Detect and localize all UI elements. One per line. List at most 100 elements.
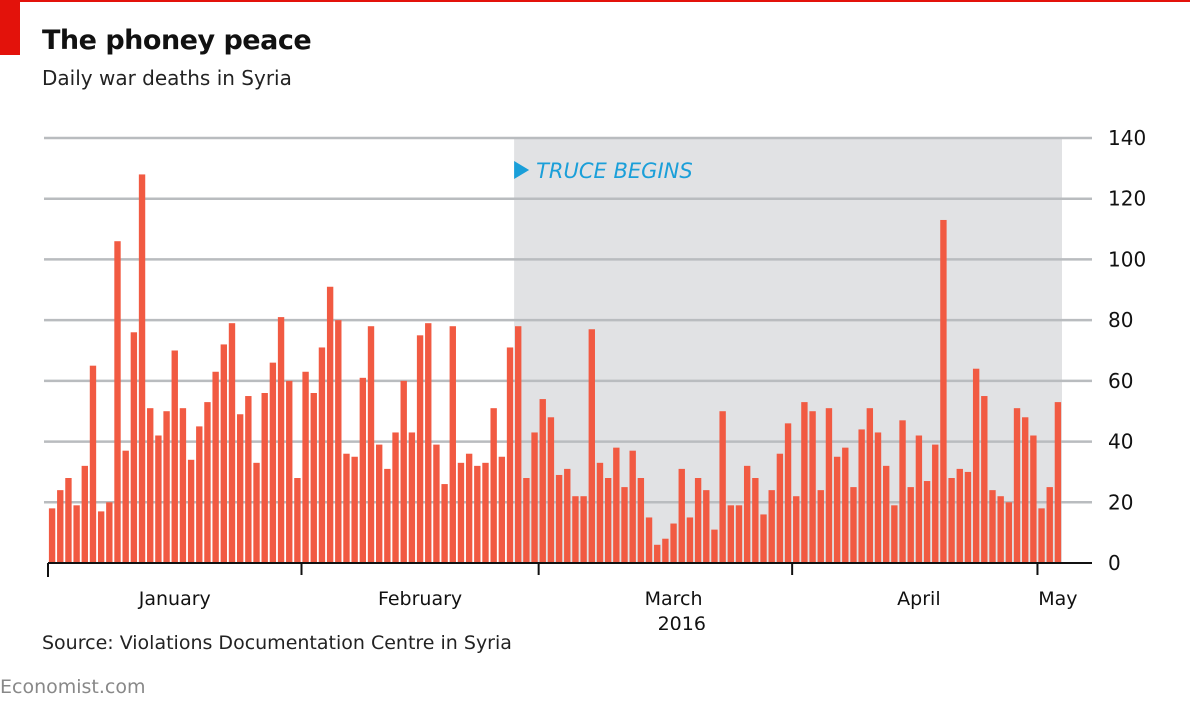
month-label: January — [138, 588, 211, 610]
bar — [220, 344, 228, 563]
bar — [196, 426, 203, 563]
y-tick-label: 0 — [1108, 551, 1121, 575]
bar — [171, 350, 178, 563]
bar — [850, 487, 857, 563]
bar — [294, 478, 301, 563]
bar — [302, 371, 309, 563]
bar — [613, 447, 620, 563]
bar — [416, 335, 424, 563]
month-label: April — [897, 588, 940, 610]
bar — [948, 478, 955, 563]
bar — [874, 432, 882, 563]
bar — [833, 456, 841, 563]
bar — [572, 496, 579, 563]
bar — [441, 484, 448, 563]
bar — [858, 429, 865, 563]
annotation-label: TRUCE BEGINS — [536, 159, 693, 183]
bar — [915, 435, 923, 563]
bar — [122, 450, 129, 563]
bar — [866, 408, 874, 563]
month-label: March — [645, 588, 703, 610]
bar — [645, 517, 653, 563]
bar — [768, 490, 775, 563]
y-tick-label: 40 — [1108, 430, 1133, 454]
bar — [48, 508, 56, 563]
bar — [972, 368, 980, 563]
bar — [498, 456, 506, 563]
bar — [694, 478, 702, 563]
bar — [155, 435, 162, 563]
bar — [743, 465, 751, 563]
bar — [465, 453, 473, 563]
bar — [277, 317, 285, 563]
month-labels: January February March April May — [138, 588, 1078, 610]
bar — [57, 490, 64, 563]
bar — [719, 411, 726, 563]
y-tick-label: 20 — [1108, 490, 1133, 514]
bars — [48, 174, 1062, 563]
bar — [932, 444, 939, 563]
bar — [65, 478, 72, 563]
bar — [204, 402, 211, 563]
bar — [384, 468, 391, 563]
bar — [228, 323, 236, 563]
bar-chart: 0 20 40 60 80 100 120 140 January February March A… — [44, 126, 1146, 630]
bar — [400, 380, 407, 563]
bar — [793, 496, 800, 563]
bar — [523, 478, 530, 563]
bar — [784, 423, 792, 563]
bar — [89, 365, 97, 563]
bar — [359, 377, 367, 563]
bar — [81, 465, 88, 563]
bar — [842, 447, 849, 563]
bar — [335, 320, 342, 563]
bar — [580, 496, 587, 563]
play-arrow-icon — [514, 161, 530, 179]
bar — [678, 468, 685, 563]
bar — [825, 408, 833, 563]
bar — [375, 444, 383, 563]
bar — [735, 505, 743, 563]
bar — [130, 332, 138, 563]
bar — [187, 459, 195, 563]
bar — [433, 444, 440, 563]
bar — [809, 411, 816, 563]
bar — [989, 490, 996, 563]
bar — [727, 505, 735, 563]
chart-title: The phoney peace — [42, 25, 312, 56]
bar — [474, 465, 481, 563]
bar — [179, 408, 187, 563]
bar — [326, 286, 334, 563]
bar — [564, 468, 571, 563]
bar — [711, 529, 718, 563]
bar — [425, 323, 432, 563]
bar — [670, 523, 677, 563]
bar — [539, 399, 546, 563]
bar — [801, 402, 808, 563]
bar — [629, 450, 636, 563]
bar — [482, 462, 489, 563]
bar — [907, 487, 914, 563]
bar — [114, 241, 121, 563]
bar — [236, 414, 244, 563]
bar — [686, 517, 694, 563]
bar — [449, 326, 456, 563]
bar — [286, 380, 293, 563]
bar — [981, 396, 988, 563]
bar — [351, 456, 358, 563]
bar — [637, 478, 645, 563]
x-axis-year-label: 2016 — [658, 613, 706, 630]
y-tick-label: 60 — [1108, 369, 1133, 393]
y-tick-label: 100 — [1108, 247, 1146, 271]
bar — [73, 505, 80, 563]
bar — [956, 468, 963, 563]
month-label: May — [1038, 588, 1077, 610]
y-tick-label: 80 — [1108, 308, 1133, 332]
bar — [882, 465, 890, 563]
bar — [1013, 408, 1021, 563]
bar — [621, 487, 628, 563]
y-tick-labels: 0 20 40 60 80 100 120 140 — [1108, 126, 1146, 575]
bar — [318, 347, 326, 563]
bar — [555, 474, 563, 563]
bar — [506, 347, 514, 563]
